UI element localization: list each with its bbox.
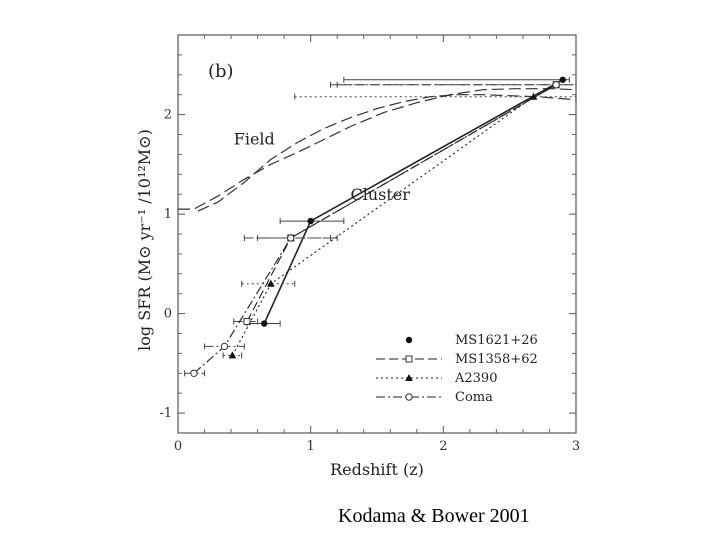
y-tick-label: 1	[164, 207, 172, 222]
marker-filled-triangle	[267, 279, 275, 287]
x-tick-label: 3	[572, 439, 580, 454]
x-tick-label: 0	[174, 439, 182, 454]
panel-label: (b)	[208, 61, 234, 82]
series-coma	[184, 81, 577, 377]
marker-open-circle	[287, 234, 295, 242]
field-curve-2	[197, 94, 577, 212]
series-line	[193, 84, 557, 374]
series-line	[263, 79, 564, 324]
marker-open-circle	[190, 369, 198, 377]
y-tick-label: 2	[164, 108, 172, 123]
series-ms1621-26	[246, 76, 570, 327]
marker-filled-triangle	[228, 351, 237, 359]
field-curves	[178, 88, 577, 212]
data-series	[184, 76, 577, 377]
marker-filled-circle	[405, 336, 413, 344]
y-tick-label: -1	[159, 406, 172, 421]
marker-filled-circle	[307, 217, 314, 225]
series-a2390	[222, 92, 577, 359]
marker-filled-circle	[261, 320, 268, 327]
marker-filled-circle	[559, 76, 566, 83]
marker-filled-triangle	[529, 92, 538, 100]
x-tick-label: 2	[439, 439, 447, 454]
credit-caption: Kodama & Bower 2001	[338, 505, 530, 527]
axis-ticks: 0 1 2 3 -1 0 1 2	[159, 35, 580, 454]
y-tick-label: 0	[164, 307, 172, 322]
x-tick-label: 1	[307, 439, 315, 454]
marker-open-square	[405, 355, 413, 363]
field-curve-1	[178, 88, 577, 210]
annotation-cluster: Cluster	[350, 185, 410, 204]
marker-filled-triangle	[405, 374, 413, 381]
marker-open-square	[243, 318, 251, 326]
marker-open-circle	[220, 342, 229, 351]
marker-open-circle	[405, 393, 413, 401]
legend-label: MS1621+26	[455, 333, 538, 348]
plot-frame	[177, 34, 577, 434]
series-line	[231, 96, 534, 356]
x-axis-label: Redshift (z)	[330, 460, 424, 479]
legend: MS1621+26 MS1358+62 A2390 Coma	[376, 333, 538, 405]
annotation-field: Field	[234, 129, 275, 148]
legend-label: MS1358+62	[455, 352, 538, 367]
legend-label: A2390	[454, 371, 497, 386]
marker-open-circle	[552, 81, 560, 89]
y-axis-label: log SFR (M⊙ yr⁻¹ /10¹²M⊙)	[135, 129, 154, 351]
legend-label: Coma	[455, 390, 493, 405]
